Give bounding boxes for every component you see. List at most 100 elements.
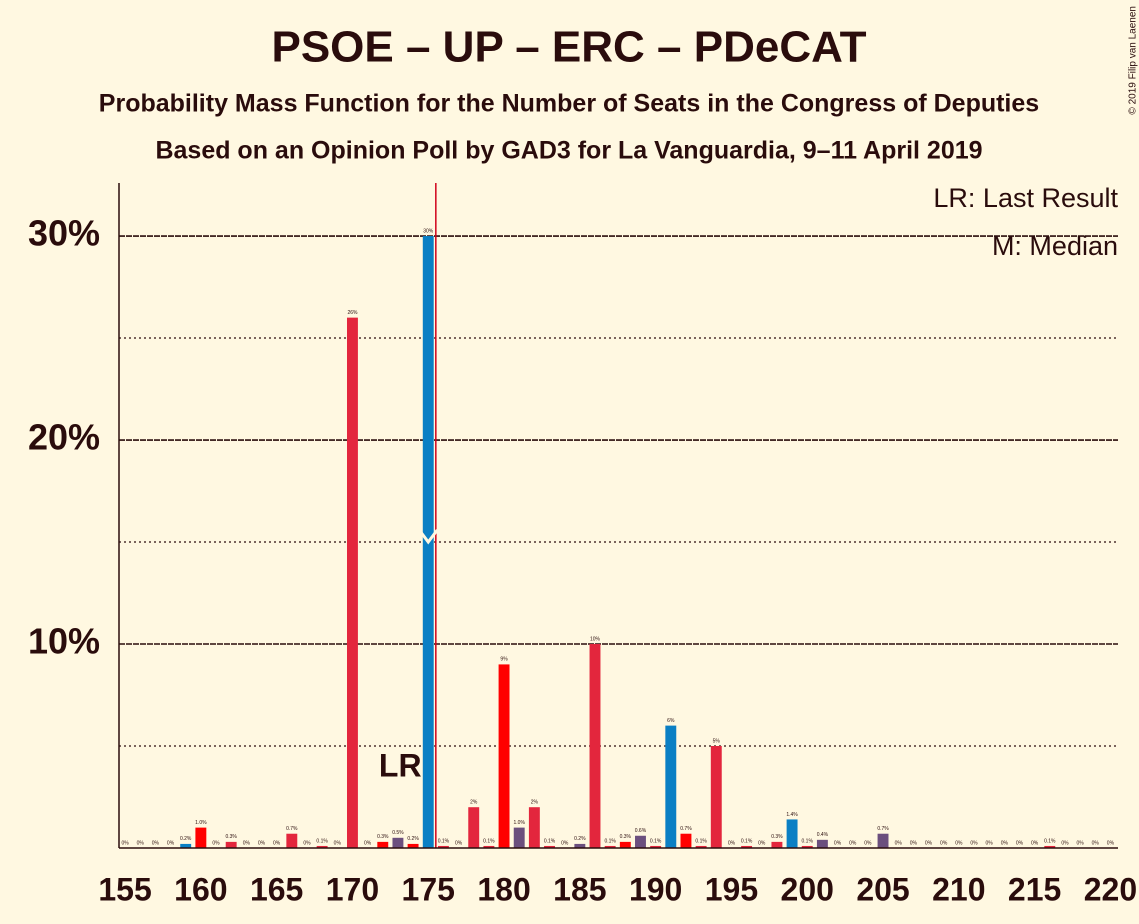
value-label: 0.2% [574,836,586,842]
value-label: 1.0% [514,820,526,826]
value-label: 0% [955,840,963,846]
value-label: 0% [849,840,857,846]
value-label: 1.4% [786,812,798,818]
legend-entry: LR: Last Result [933,183,1118,213]
value-label: 0% [834,840,842,846]
value-label: 0% [561,840,569,846]
value-label: 0% [121,840,129,846]
y-tick-label: 10% [28,621,100,662]
chart-subtitle: Based on an Opinion Poll by GAD3 for La … [155,137,982,165]
bar [316,845,328,848]
x-tick-label: 165 [250,871,303,907]
x-tick-label: 155 [98,871,151,907]
value-label: 0.7% [286,826,298,832]
chart-title: PSOE – UP – ERC – PDeCAT [271,23,866,72]
value-label: 0% [1061,840,1069,846]
value-label: 0.1% [604,838,616,844]
value-label: 30% [423,228,434,234]
value-label: 0.1% [650,838,662,844]
bar [877,833,889,848]
bar [574,843,586,848]
x-tick-label: 195 [705,871,758,907]
value-label: 0% [758,840,766,846]
bar [544,845,555,848]
bar [589,644,601,848]
bar [483,845,495,848]
value-label: 0.3% [620,834,632,840]
bar [635,835,646,848]
value-label: 0% [940,840,948,846]
x-tick-label: 170 [326,871,379,907]
bar [468,807,480,848]
bar [619,841,631,848]
last-result-label: LR [379,747,422,783]
value-label: 0.1% [1044,838,1056,844]
y-tick-label: 30% [28,213,100,254]
value-label: 0% [1016,840,1024,846]
bar [604,845,616,848]
value-label: 0% [334,840,342,846]
value-label: 0% [925,840,933,846]
value-label: 0.1% [316,838,328,844]
value-label: 0.5% [392,830,404,836]
x-tick-label: 175 [402,871,455,907]
value-label: 0% [303,840,311,846]
x-tick-label: 190 [629,871,682,907]
value-label: 0% [1092,840,1100,846]
x-tick-label: 160 [174,871,227,907]
bar [665,725,677,848]
value-label: 0% [1107,840,1115,846]
bar [513,827,525,848]
value-label: 0.3% [771,834,783,840]
value-label: 0.6% [635,828,647,834]
value-label: 0% [273,840,281,846]
bar [650,845,662,848]
x-tick-label: 220 [1084,871,1137,907]
bar [1044,845,1056,848]
value-label: 0.4% [817,832,829,838]
value-label: 0% [455,840,463,846]
value-label: 0% [212,840,220,846]
value-label: 0.3% [225,834,237,840]
value-label: 2% [470,800,478,806]
x-tick-label: 205 [856,871,909,907]
value-label: 0.1% [695,838,707,844]
value-label: 0% [986,840,994,846]
x-tick-label: 180 [477,871,530,907]
value-label: 0.2% [180,836,192,842]
bar [741,845,753,848]
value-label: 26% [347,310,358,316]
bar [407,843,419,848]
value-label: 0.3% [377,834,389,840]
value-label: 6% [667,718,675,724]
value-label: 0% [167,840,175,846]
bar [786,819,798,848]
value-label: 0% [1076,840,1084,846]
bar [195,827,207,848]
value-label: 10% [590,636,601,642]
value-label: 0% [864,840,872,846]
copyright: © 2019 Filip van Laenen [1128,6,1139,115]
bar [437,845,449,848]
bar [498,664,510,848]
bar [695,845,707,848]
bar [346,317,358,848]
bar [225,841,237,848]
value-label: 0.1% [483,838,495,844]
chart-subtitle: Probability Mass Function for the Number… [99,90,1039,118]
value-label: 0.1% [741,838,753,844]
bar [816,839,828,848]
x-tick-label: 185 [553,871,606,907]
value-label: 0% [970,840,978,846]
value-label: 0% [243,840,251,846]
value-label: 0% [152,840,160,846]
value-label: 0.1% [802,838,814,844]
value-label: 0% [728,840,736,846]
value-label: 0.2% [407,836,419,842]
bar [710,746,722,848]
value-label: 0.1% [438,838,450,844]
bar [528,807,540,848]
value-label: 1.0% [195,820,207,826]
x-tick-label: 215 [1008,871,1061,907]
